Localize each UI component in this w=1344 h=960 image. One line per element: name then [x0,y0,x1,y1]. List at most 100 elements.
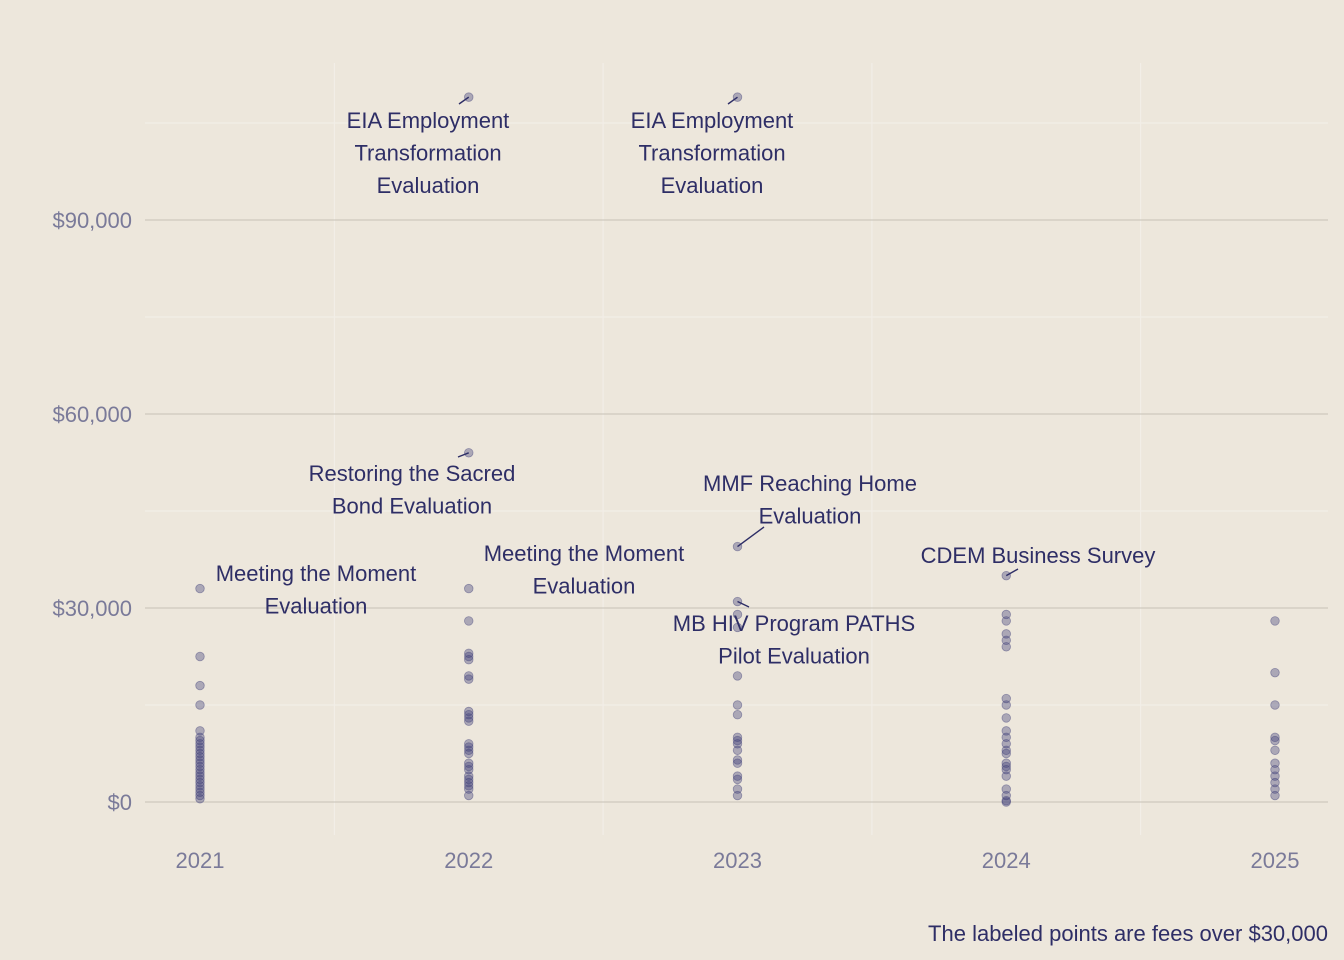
data-point [732,671,743,681]
data-point [1270,732,1280,743]
data-point [732,622,743,633]
data-point [1001,771,1011,781]
data-point [195,732,205,743]
data-point [1001,796,1011,806]
data-point [195,784,205,794]
data-point [195,781,205,791]
data-point [195,755,205,765]
data-point [464,758,474,768]
data-point [195,764,205,775]
data-point [195,680,205,691]
data-point [195,758,205,768]
x-tick-label: 2024 [982,848,1031,873]
data-point [1001,784,1011,794]
data-point [464,713,474,723]
annotation-label-line: Evaluation [533,574,636,599]
data-point [195,742,205,752]
annotation-label-line: Evaluation [759,504,862,529]
data-point [1270,616,1280,626]
x-tick-label: 2025 [1251,848,1300,873]
data-point [1270,667,1280,678]
data-point [1001,732,1011,743]
chart-caption: The labeled points are fees over $30,000 [928,921,1328,946]
data-point [464,790,474,801]
data-point [732,790,743,801]
data-point [464,771,474,781]
data-point [195,583,205,594]
annotation-label-line: Evaluation [661,173,764,198]
data-point [464,774,474,785]
data-point [1270,735,1280,746]
annotation-label-line: Transformation [638,141,785,166]
annotation-leader-line [458,96,470,105]
y-tick-label: $30,000 [52,596,132,621]
data-point [1270,700,1280,710]
data-point [464,781,474,791]
data-point [732,735,743,746]
data-point [464,671,474,681]
x-tick-label: 2022 [444,848,493,873]
data-point [464,764,474,775]
data-point [732,784,743,794]
data-point [464,748,474,759]
data-point [464,706,474,717]
data-point [195,726,205,736]
data-point [464,716,474,726]
data-point [732,710,743,720]
data-point [464,616,474,626]
data-point [1001,713,1011,723]
data-point [1270,784,1280,794]
data-point [1270,777,1280,788]
data-point [1001,797,1011,807]
data-point [1270,771,1280,781]
annotation-label-line: Restoring the Sacred [309,461,516,486]
data-point [732,732,743,743]
annotation-label-line: Evaluation [377,173,480,198]
data-point [195,735,205,746]
y-tick-label: $0 [108,790,132,815]
data-point [1001,739,1011,749]
grid-minor [145,63,1328,835]
data-point [732,745,743,755]
data-point [1001,748,1011,759]
annotation-label: EIA Employment Transformation Evaluation [347,108,510,198]
data-point [1001,616,1011,626]
data-point [732,758,743,768]
annotation-label-line: MB HIV Program PATHS [673,611,915,636]
annotation-leader-lines [457,96,1019,608]
data-point [195,761,205,772]
data-point [464,648,474,658]
annotation-label-line: Transformation [354,141,501,166]
data-point [464,761,474,772]
annotation-leader-line [737,526,765,548]
data-point [1001,761,1011,772]
annotation-label-line: Bond Evaluation [332,494,492,519]
data-point [195,700,205,710]
x-tick-label: 2023 [713,848,762,873]
data-point [195,794,205,804]
annotation-label-line: EIA Employment [347,108,510,133]
annotation-leader-line [737,600,750,608]
annotation-label-line: Meeting the Moment [484,541,685,566]
annotation-label: MB HIV Program PATHS Pilot Evaluation [673,611,915,669]
annotation-label: EIA Employment Transformation Evaluation [631,108,794,198]
data-point [464,674,474,684]
grid-major [145,219,1328,803]
x-axis-ticks: 2021 2022 2023 2024 2025 [176,848,1300,873]
data-point [1270,745,1280,755]
data-point [1001,642,1011,652]
annotation-label-line: MMF Reaching Home [703,471,917,496]
data-points [195,92,1280,807]
annotation-label: CDEM Business Survey [921,543,1156,568]
data-point [195,771,205,781]
data-point [195,787,205,798]
data-point [195,777,205,788]
annotation-label-line: EIA Employment [631,108,794,133]
data-point [195,745,205,755]
data-point [195,739,205,749]
data-point [732,755,743,765]
data-point [1001,629,1011,639]
annotation-leader-line [727,96,738,105]
data-point [732,609,743,620]
data-point [732,774,743,785]
